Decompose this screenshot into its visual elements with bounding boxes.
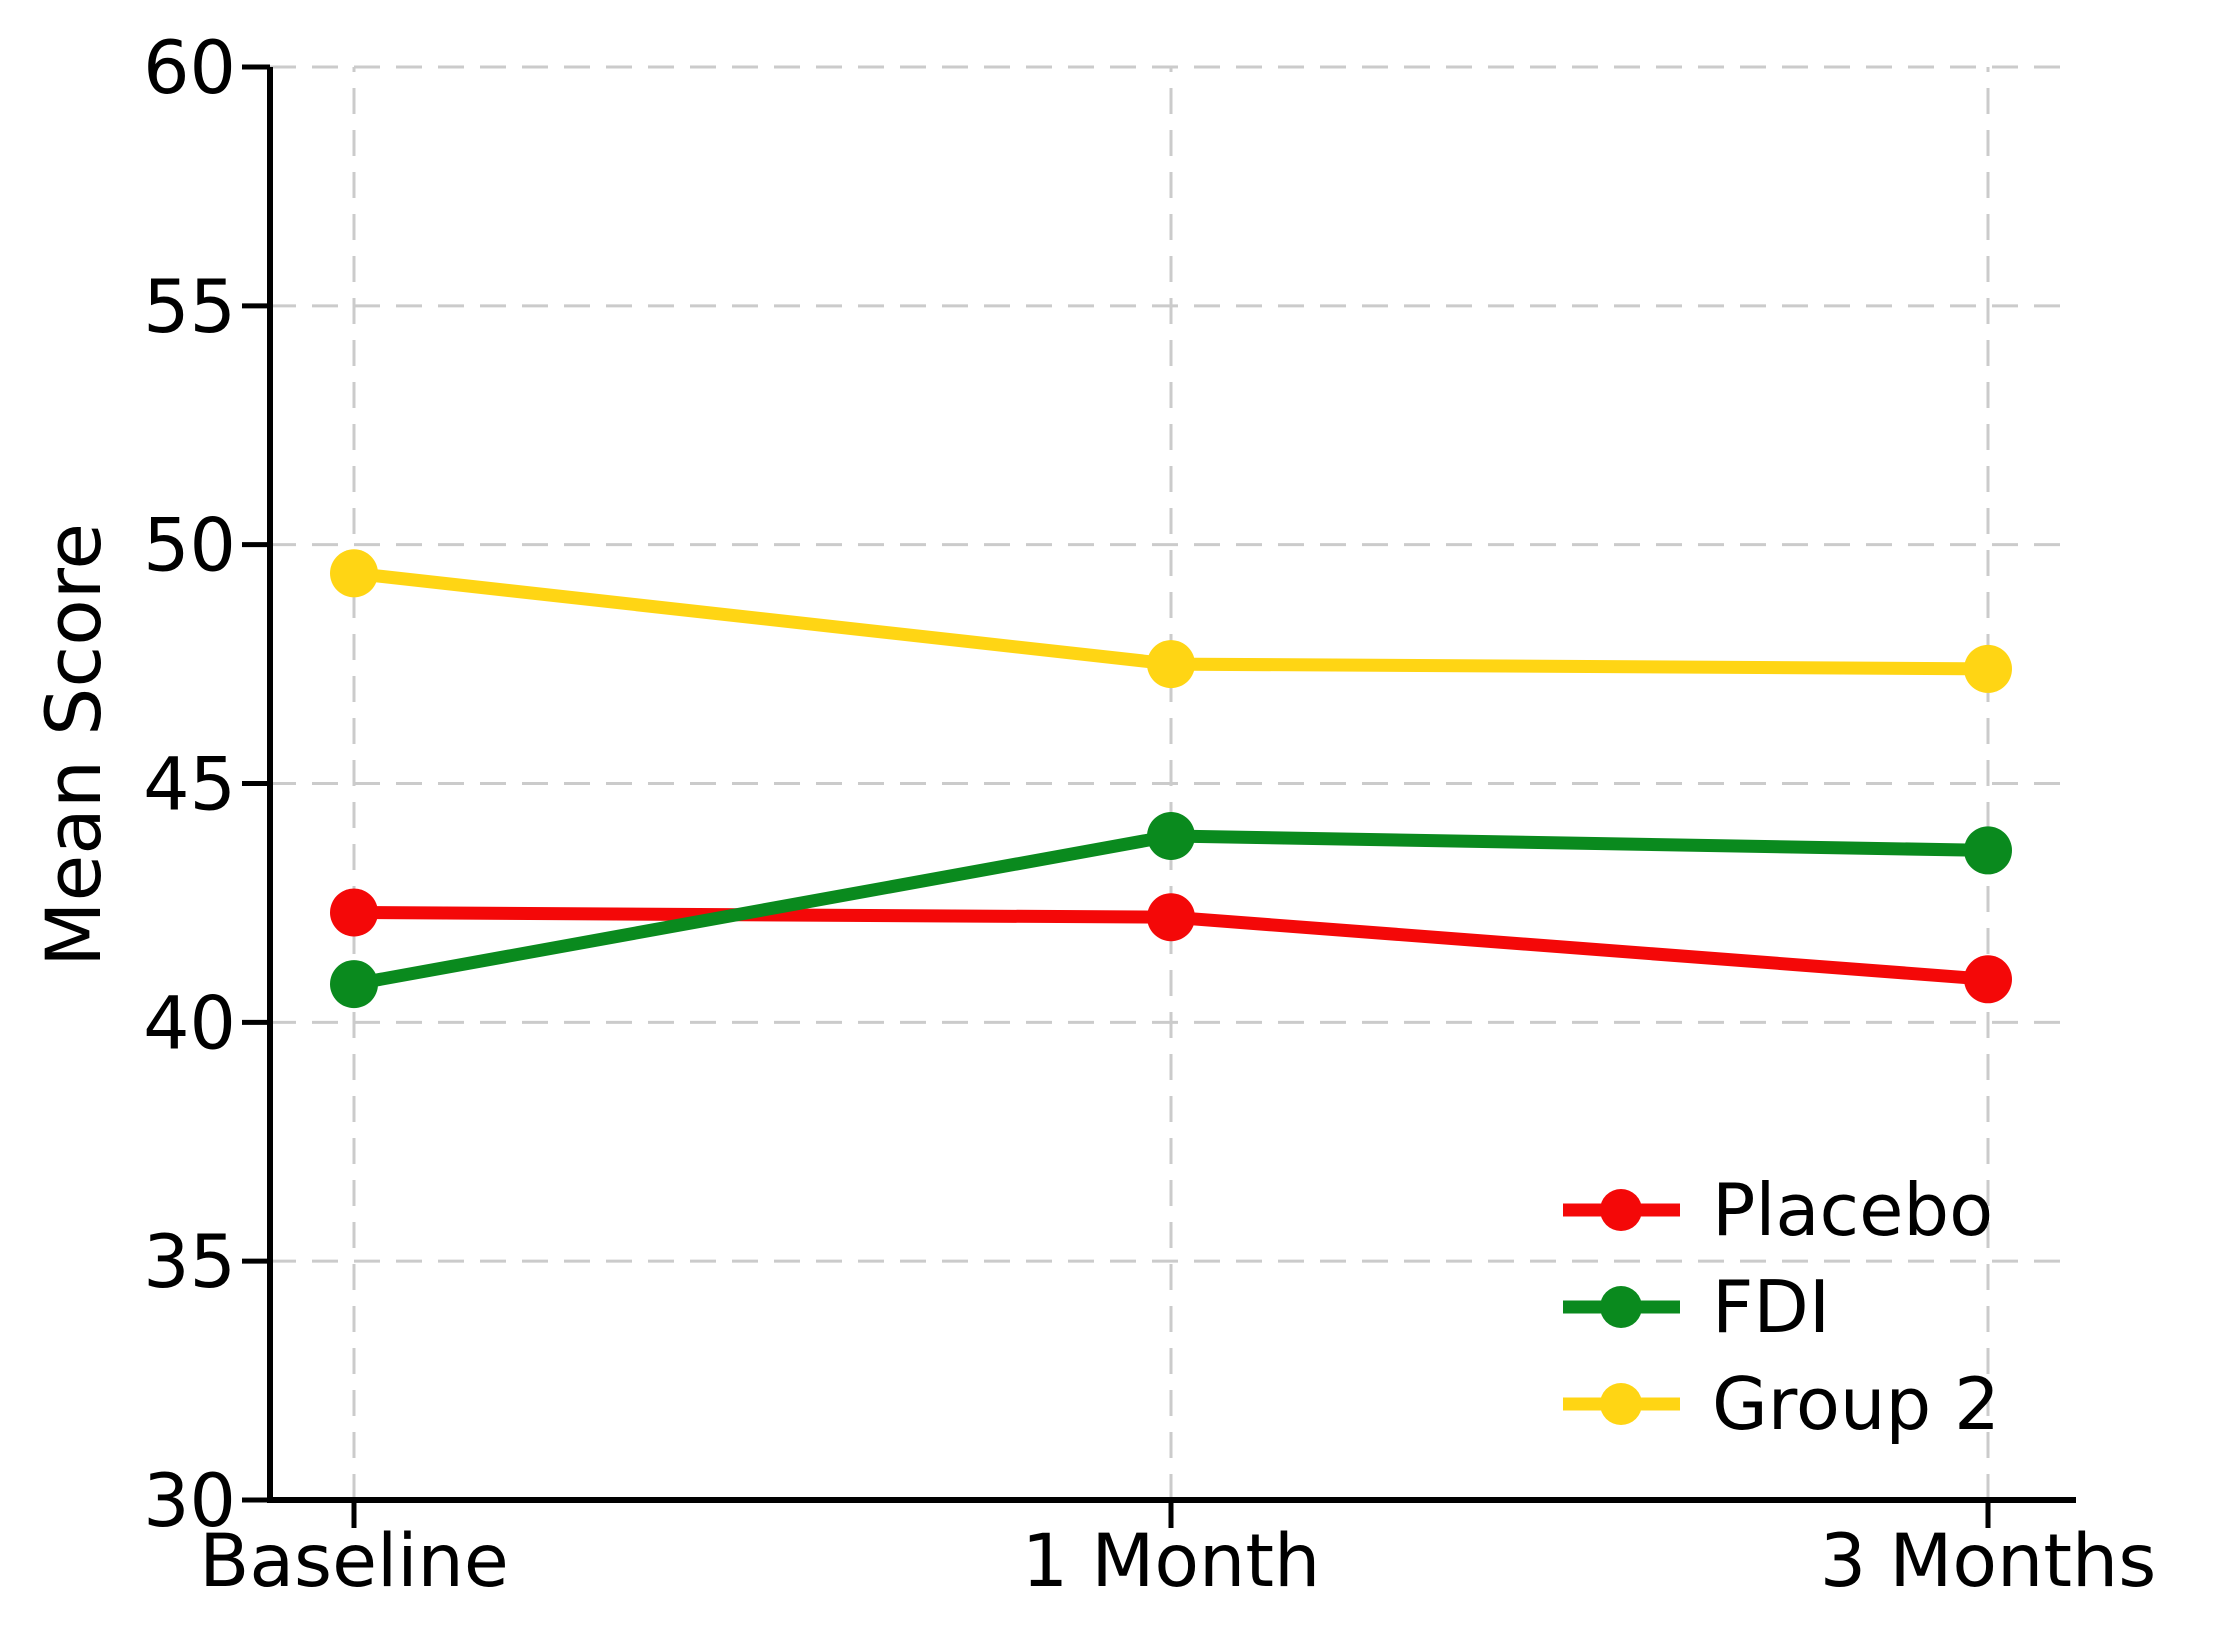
x-tick-label: 1 Month bbox=[1022, 1519, 1320, 1604]
legend-marker-icon bbox=[1600, 1286, 1642, 1328]
y-tick-label: 30 bbox=[143, 1459, 236, 1544]
series-group-2-marker bbox=[1964, 644, 2012, 693]
legend-label: Placebo bbox=[1712, 1168, 1993, 1252]
y-tick-label: 40 bbox=[143, 981, 236, 1066]
y-tick-label: 60 bbox=[143, 26, 236, 111]
series-fdi-marker bbox=[330, 960, 378, 1009]
axis-ticks bbox=[242, 64, 1991, 1528]
y-axis-title: Mean Score bbox=[29, 523, 118, 967]
x-tick-label: 3 Months bbox=[1820, 1519, 2156, 1604]
y-tick-label: 35 bbox=[143, 1220, 236, 1305]
series-group-2-marker bbox=[330, 549, 378, 598]
tick-labels: 30 35 40 45 50 55 60 Baseline 1 Month 3 Months bbox=[143, 26, 2156, 1604]
series-fdi-marker bbox=[1964, 826, 2012, 875]
series-placebo-marker bbox=[1147, 893, 1195, 942]
x-tick-label: Baseline bbox=[199, 1519, 509, 1604]
y-tick-label: 50 bbox=[143, 504, 236, 589]
legend-marker-icon bbox=[1600, 1189, 1642, 1231]
y-tick-label: 55 bbox=[143, 265, 236, 350]
y-tick-label: 45 bbox=[143, 743, 236, 828]
series-placebo-marker bbox=[1964, 955, 2012, 1004]
series-placebo-marker bbox=[330, 888, 378, 937]
legend-label: FDI bbox=[1712, 1265, 1830, 1349]
series-group-2-marker bbox=[1147, 640, 1195, 689]
legend-label: Group 2 bbox=[1712, 1362, 2000, 1446]
series-fdi-marker bbox=[1147, 812, 1195, 860]
gridlines bbox=[270, 65, 2072, 1500]
data-series bbox=[330, 549, 2012, 1009]
legend: Placebo FDI Group 2 bbox=[1563, 1168, 2000, 1446]
legend-marker-icon bbox=[1600, 1383, 1642, 1425]
